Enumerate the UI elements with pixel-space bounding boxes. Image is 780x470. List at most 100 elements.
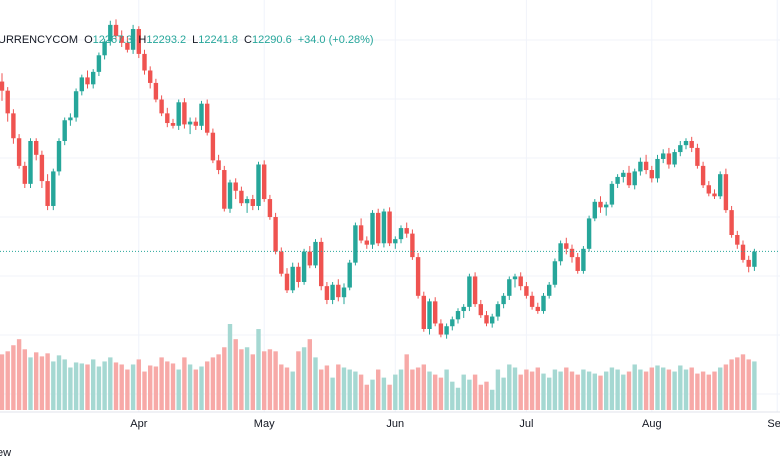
- candle: [621, 170, 626, 183]
- candle: [387, 207, 392, 247]
- candle: [581, 246, 586, 274]
- candle-body: [324, 286, 330, 300]
- candle-body: [250, 199, 255, 206]
- candle-body: [102, 41, 107, 56]
- candle: [501, 293, 506, 309]
- volume-bar: [165, 361, 170, 410]
- volume-bar: [626, 371, 632, 410]
- volume-bar: [632, 364, 637, 410]
- candle: [615, 174, 620, 188]
- volume-bar: [233, 339, 238, 410]
- volume-bar: [604, 371, 609, 410]
- volume-bar: [284, 367, 290, 410]
- candle: [472, 272, 478, 307]
- candle: [296, 262, 301, 288]
- volume-bar: [45, 353, 50, 410]
- candle: [490, 313, 495, 328]
- candle-body: [718, 174, 723, 197]
- candle-body: [455, 311, 461, 320]
- volume-bar: [666, 369, 672, 410]
- candle-body: [547, 284, 552, 296]
- volume-bar: [244, 347, 250, 410]
- candle: [284, 268, 290, 294]
- candle-body: [307, 251, 312, 266]
- candle: [267, 194, 273, 220]
- candle-body: [279, 251, 284, 274]
- candle-body: [712, 193, 717, 197]
- candle-body: [661, 153, 666, 159]
- volume-bar: [79, 363, 84, 410]
- candle: [250, 194, 255, 211]
- candle: [609, 181, 615, 208]
- candle-body: [113, 24, 119, 36]
- candle: [512, 273, 518, 288]
- candle-body: [193, 121, 198, 126]
- candle-body: [586, 218, 592, 249]
- candle-body: [655, 158, 660, 179]
- candle-body: [51, 171, 56, 206]
- candle: [11, 109, 16, 144]
- volume-bar: [592, 373, 597, 410]
- candle: [324, 282, 330, 305]
- candle: [193, 117, 198, 130]
- candle-body: [558, 243, 563, 262]
- volume-bar: [358, 374, 364, 410]
- volume-bar: [746, 359, 751, 410]
- candle-body: [484, 315, 489, 324]
- volume-bar: [136, 359, 141, 410]
- volume-bar: [490, 389, 495, 410]
- candle: [62, 117, 67, 146]
- candle-body: [604, 204, 609, 208]
- candle: [723, 168, 729, 213]
- volume-bar: [364, 384, 369, 410]
- candle-body: [626, 172, 632, 186]
- candle-body: [0, 81, 5, 91]
- candle: [552, 258, 558, 288]
- volume-bar: [518, 374, 523, 410]
- volume-bar: [672, 371, 677, 410]
- candle-body: [205, 103, 210, 133]
- candle: [262, 160, 267, 202]
- candle: [649, 165, 654, 183]
- time-axis-label: Jul: [519, 418, 533, 430]
- volume-bar: [740, 354, 746, 410]
- candle: [279, 247, 284, 277]
- volume-bar: [718, 367, 723, 410]
- candle-body: [569, 248, 575, 258]
- candle: [68, 113, 73, 126]
- candle: [524, 282, 529, 299]
- volume-bar: [113, 362, 119, 410]
- volume-bar: [250, 354, 255, 410]
- volume-bar: [706, 374, 711, 410]
- volume-bar: [689, 367, 694, 410]
- candle-body: [752, 251, 757, 267]
- candle: [655, 154, 660, 183]
- candle-body: [410, 233, 415, 258]
- candle: [478, 299, 483, 318]
- candle: [438, 319, 444, 338]
- volume-bar: [683, 369, 689, 410]
- candle: [626, 165, 632, 188]
- candle-body: [398, 228, 404, 240]
- candle-body: [501, 295, 506, 305]
- volume-bar: [210, 357, 216, 410]
- candle: [239, 186, 244, 206]
- candle-body: [62, 120, 67, 141]
- legend-high: 12293.2: [146, 34, 186, 46]
- volume-bar: [262, 351, 267, 410]
- candle-body: [592, 201, 597, 219]
- time-axis-label: Aug: [642, 418, 662, 430]
- candle: [529, 291, 535, 310]
- candle: [182, 98, 187, 129]
- candle: [51, 168, 56, 211]
- candle-body: [575, 257, 580, 271]
- candle: [461, 304, 466, 318]
- volume-bar: [187, 364, 193, 410]
- candle-body: [529, 295, 535, 307]
- volume-bar: [91, 359, 96, 410]
- candle: [450, 316, 455, 331]
- candle-body: [524, 286, 529, 296]
- volume-bar: [68, 367, 73, 410]
